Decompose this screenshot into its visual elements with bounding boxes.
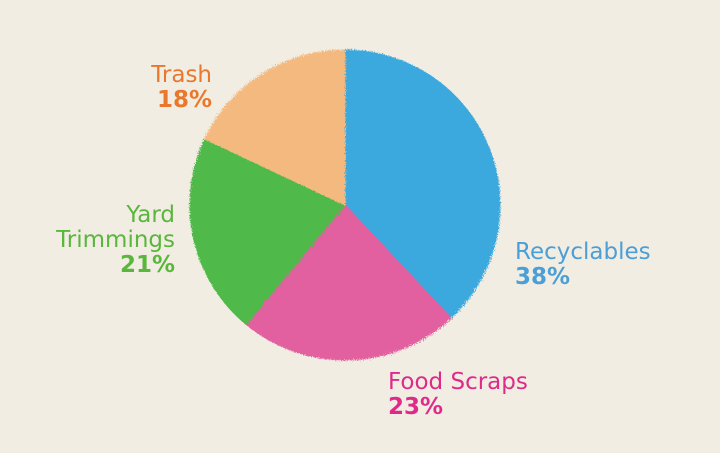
category-label: Recyclables (515, 239, 651, 265)
pie-slice (204, 49, 346, 206)
slice-label: Trash 18% (92, 63, 212, 113)
category-label: Trash (151, 62, 212, 88)
value-label: 21% (119, 252, 175, 278)
slice-label: Recyclables 38% (515, 240, 715, 290)
value-label: 38% (515, 264, 571, 290)
slice-label: Food Scraps 23% (388, 370, 588, 420)
value-label: 23% (388, 394, 444, 420)
pie-slice (189, 138, 346, 326)
category-label: Food Scraps (388, 369, 528, 395)
category-label: Yard Trimmings (56, 202, 175, 253)
pie-slice (245, 204, 452, 361)
pie-slice (344, 49, 501, 319)
pie (189, 49, 501, 361)
slice-label: Yard Trimmings 21% (55, 203, 175, 278)
value-label: 18% (156, 87, 212, 113)
